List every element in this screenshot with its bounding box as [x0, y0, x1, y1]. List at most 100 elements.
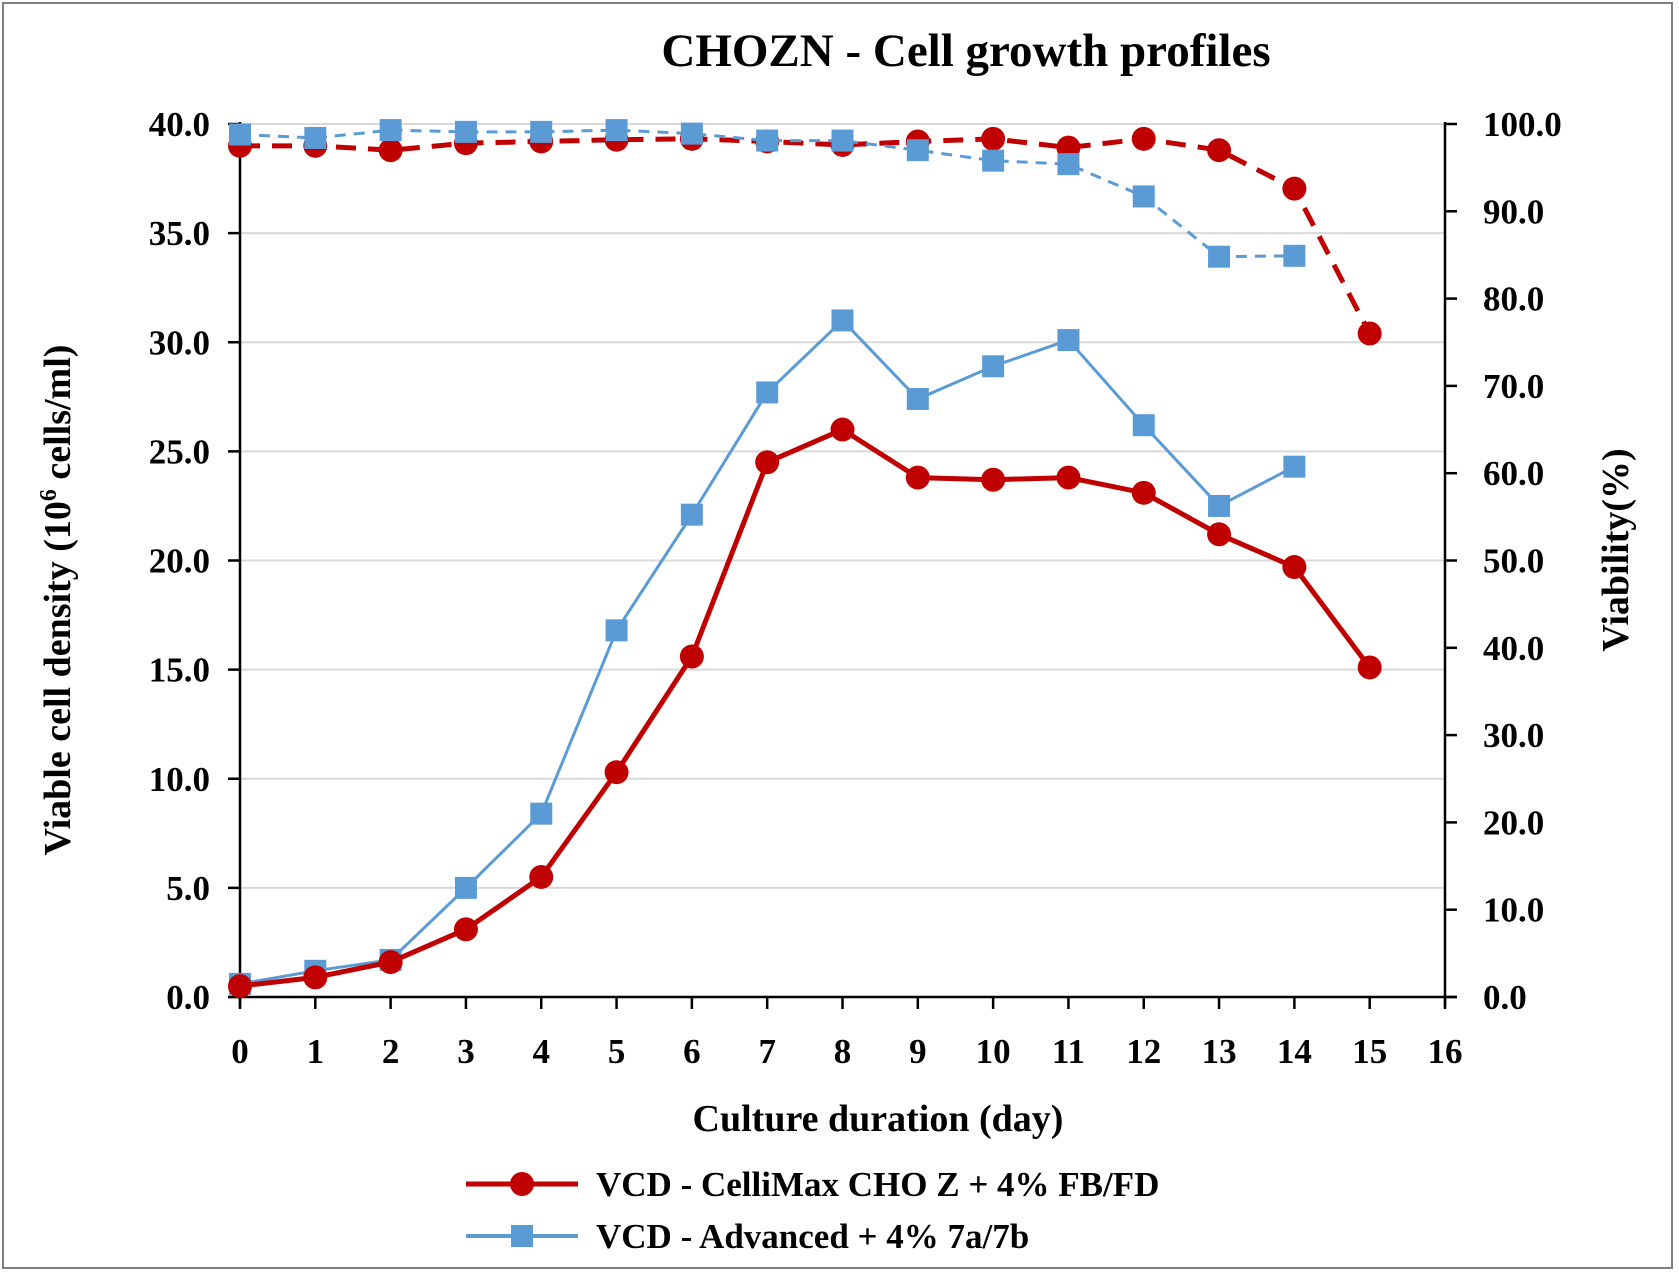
x-tick-label: 4 — [533, 1032, 551, 1071]
series-line-3 — [239, 128, 1295, 259]
series-point — [905, 465, 930, 490]
series-point — [1208, 494, 1231, 517]
series-point — [680, 503, 703, 526]
legend: VCD - CelliMax CHO Z + 4% FB/FD VCD - Ad… — [466, 1165, 1159, 1256]
series-point — [831, 309, 854, 332]
series-point — [228, 974, 252, 999]
x-tick-label: 14 — [1277, 1032, 1312, 1071]
x-tick-label: 15 — [1352, 1032, 1387, 1071]
series-point — [1357, 655, 1382, 680]
legend-label-celliMax: VCD - CelliMax CHO Z + 4% FB/FD — [596, 1165, 1159, 1204]
x-axis-label: Culture duration (day) — [693, 1098, 1064, 1140]
x-tick-label: 13 — [1202, 1032, 1237, 1071]
series-point — [453, 917, 478, 942]
y2-tick-label: 90.0 — [1483, 192, 1544, 231]
series-3 — [229, 119, 1306, 268]
series-layer — [228, 119, 1382, 999]
series-point — [981, 467, 1006, 492]
y-axis-label-superscript: 6 — [36, 489, 62, 501]
series-point — [605, 619, 628, 642]
gridlines — [240, 123, 1445, 889]
y-axis-label: Viable cell density (106 cells/ml) — [36, 345, 79, 856]
series-line-0 — [239, 427, 1372, 989]
x-tick-label: 5 — [608, 1032, 626, 1071]
legend-marker-advanced — [511, 1225, 533, 1247]
legend-marker-celliMax — [510, 1172, 534, 1196]
y2-axis-label: Viability(%) — [1595, 448, 1637, 651]
y2-tick-label: 30.0 — [1483, 716, 1544, 755]
series-point — [981, 126, 1006, 151]
series-point — [1283, 244, 1306, 267]
x-tick-label: 3 — [457, 1032, 475, 1071]
x-tick-label: 9 — [909, 1032, 927, 1071]
legend-entry-celliMax: VCD - CelliMax CHO Z + 4% FB/FD — [466, 1165, 1159, 1204]
series-point — [830, 417, 855, 442]
series-point — [1132, 185, 1155, 208]
series-point — [604, 760, 629, 785]
series-point — [1057, 329, 1080, 352]
y2-tick-label: 100.0 — [1483, 105, 1562, 144]
series-point — [454, 876, 477, 899]
series-point — [1357, 321, 1382, 346]
series-point — [906, 387, 929, 410]
y2-tick-label: 70.0 — [1483, 367, 1544, 406]
series-point — [1057, 153, 1080, 176]
x-tick-label: 10 — [976, 1032, 1011, 1071]
series-point — [530, 802, 553, 825]
y2-tick-label: 20.0 — [1483, 803, 1544, 842]
y2-tick-label: 50.0 — [1483, 542, 1544, 581]
legend-label-advanced: VCD - Advanced + 4% 7a/7b — [596, 1217, 1029, 1256]
series-point — [304, 126, 327, 149]
y-tick-label: 15.0 — [149, 651, 210, 690]
series-point — [1208, 245, 1231, 268]
series-point — [906, 139, 929, 162]
x-tick-label: 7 — [758, 1032, 776, 1071]
series-point — [454, 120, 477, 143]
x-tick-label: 6 — [683, 1032, 701, 1071]
series-point — [831, 129, 854, 152]
x-tick-label: 12 — [1126, 1032, 1161, 1071]
y-tick-label: 30.0 — [149, 323, 210, 362]
y-tick-label: 10.0 — [149, 760, 210, 799]
series-line-2 — [240, 136, 1372, 335]
series-point — [229, 123, 251, 146]
series-point — [1282, 176, 1307, 201]
y-tick-label: 40.0 — [149, 105, 210, 144]
y2-tick-label: 60.0 — [1483, 454, 1544, 493]
y-axis-label-rest: cells/ml) — [37, 345, 79, 490]
series-point — [1283, 455, 1306, 478]
series-point — [303, 965, 328, 990]
series-2 — [228, 126, 1382, 346]
y-tick-label: 5.0 — [166, 869, 210, 908]
series-point — [379, 119, 402, 142]
series-point — [679, 644, 704, 669]
y2-tick-label: 10.0 — [1483, 891, 1544, 930]
x-tick-label: 16 — [1428, 1032, 1463, 1071]
series-1 — [229, 309, 1306, 995]
series-point — [756, 381, 779, 404]
x-tick-label: 0 — [231, 1032, 249, 1071]
series-point — [1132, 414, 1155, 437]
x-tick-label: 2 — [382, 1032, 400, 1071]
series-point — [1282, 555, 1307, 580]
series-point — [605, 119, 628, 142]
y2-tick-label: 80.0 — [1483, 280, 1544, 319]
left-axis-ticks: 0.0 5.0 10.0 15.0 20.0 25.0 30.0 35.0 40.0 — [149, 105, 240, 1017]
series-point — [982, 149, 1005, 172]
x-tick-label: 8 — [834, 1032, 852, 1071]
chart-title: CHOZN - Cell growth profiles — [661, 25, 1270, 77]
series-point — [1207, 138, 1232, 163]
series-point — [378, 950, 403, 975]
series-point — [1131, 126, 1156, 151]
right-axis-ticks: 0.0 10.0 20.0 30.0 40.0 50.0 60.0 70.0 80.0 90.0 1… — [1445, 105, 1562, 1017]
x-axis-ticks: 0 1 2 3 4 5 6 7 8 9 10 11 12 13 14 15 16 — [231, 997, 1463, 1071]
series-point — [680, 122, 703, 145]
series-point — [1056, 465, 1081, 490]
series-point — [982, 355, 1005, 378]
y-tick-label: 35.0 — [149, 214, 210, 253]
y2-tick-label: 40.0 — [1483, 629, 1544, 668]
series-point — [530, 120, 553, 143]
y-tick-label: 20.0 — [149, 542, 210, 581]
